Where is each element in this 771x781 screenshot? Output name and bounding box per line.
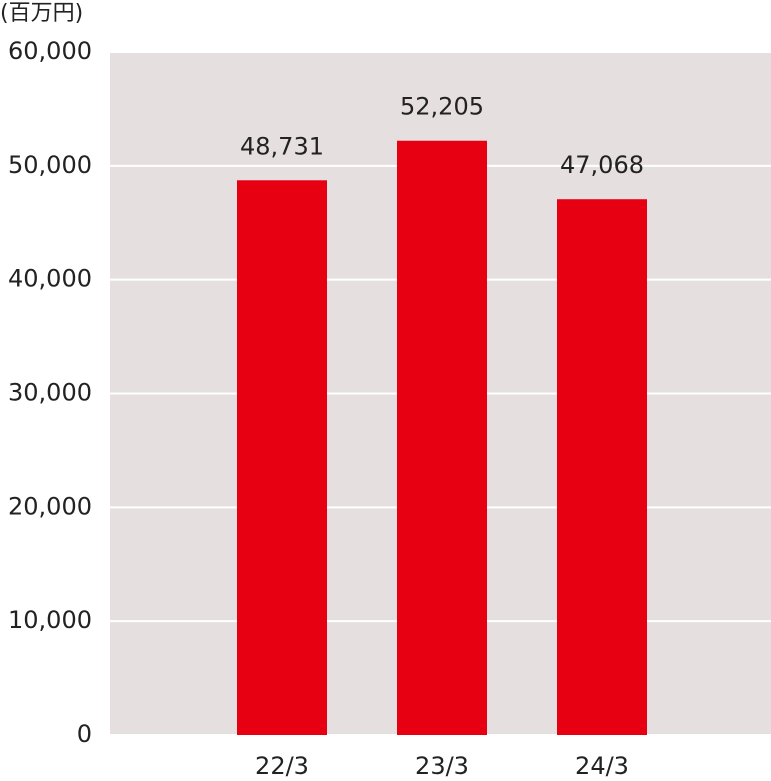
x-tick-label: 24/3 xyxy=(575,752,629,780)
x-tick-label: 23/3 xyxy=(415,752,469,780)
y-tick-label: 60,000 xyxy=(8,37,92,65)
value-label: 48,731 xyxy=(240,132,324,160)
bar xyxy=(397,140,487,735)
y-tick-label: 50,000 xyxy=(8,151,92,179)
value-label: 52,205 xyxy=(400,93,484,121)
y-tick-label: 0 xyxy=(77,720,92,748)
y-tick-label: 20,000 xyxy=(8,492,92,520)
x-tick-label: 22/3 xyxy=(255,752,309,780)
y-tick-label: 10,000 xyxy=(8,606,92,634)
value-label: 47,068 xyxy=(560,151,644,179)
bar xyxy=(237,180,327,735)
y-tick-label: 40,000 xyxy=(8,265,92,293)
y-tick-label: 30,000 xyxy=(8,379,92,407)
unit-label: (百万円) xyxy=(0,1,83,26)
bar xyxy=(557,199,647,736)
